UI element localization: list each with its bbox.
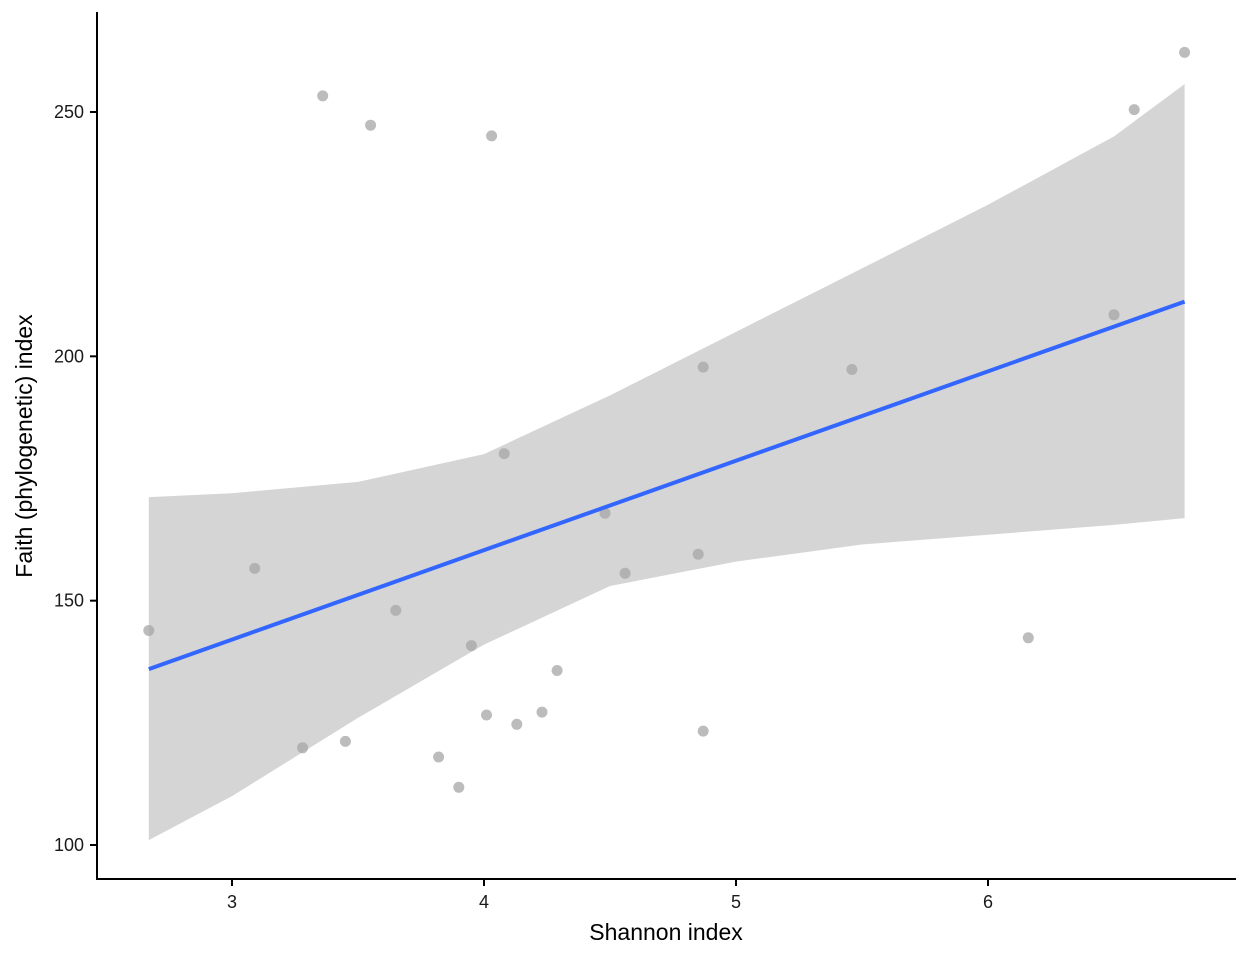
y-axis-ticks: 100 150 200 250 xyxy=(54,102,96,855)
data-point xyxy=(599,507,611,519)
data-point xyxy=(511,718,523,730)
data-point xyxy=(339,735,351,747)
data-point xyxy=(1022,632,1034,644)
data-point xyxy=(453,781,465,793)
data-point xyxy=(498,448,510,460)
data-point xyxy=(249,562,261,574)
y-tick-label: 250 xyxy=(54,102,84,122)
data-points xyxy=(143,46,1191,793)
data-point xyxy=(317,90,329,102)
x-tick-label: 3 xyxy=(227,892,237,912)
x-axis-ticks: 3 4 5 6 xyxy=(227,880,993,912)
confidence-band xyxy=(148,84,1185,841)
data-point xyxy=(486,130,498,142)
y-tick-label: 150 xyxy=(54,591,84,611)
x-axis-title: Shannon index xyxy=(589,919,743,945)
regression-line xyxy=(148,299,1186,671)
data-point xyxy=(433,751,445,763)
data-point xyxy=(390,604,402,616)
y-axis-title: Faith (phylogenetic) index xyxy=(11,314,37,578)
y-tick-label: 200 xyxy=(54,346,84,366)
data-point xyxy=(697,725,709,737)
data-point xyxy=(297,742,309,754)
data-point xyxy=(143,625,155,636)
data-point xyxy=(697,361,709,373)
x-tick-label: 6 xyxy=(983,892,993,912)
data-point xyxy=(536,706,548,718)
x-tick-label: 5 xyxy=(731,892,741,912)
x-tick-label: 4 xyxy=(479,892,489,912)
y-tick-label: 100 xyxy=(54,835,84,855)
data-point xyxy=(1179,46,1191,58)
data-point xyxy=(365,119,377,131)
data-point xyxy=(692,548,704,560)
data-point xyxy=(1108,309,1120,321)
data-point xyxy=(846,364,858,375)
data-point xyxy=(481,709,492,721)
data-point xyxy=(551,665,563,676)
data-point xyxy=(465,640,477,652)
data-point xyxy=(1128,104,1140,116)
data-point xyxy=(619,567,631,579)
